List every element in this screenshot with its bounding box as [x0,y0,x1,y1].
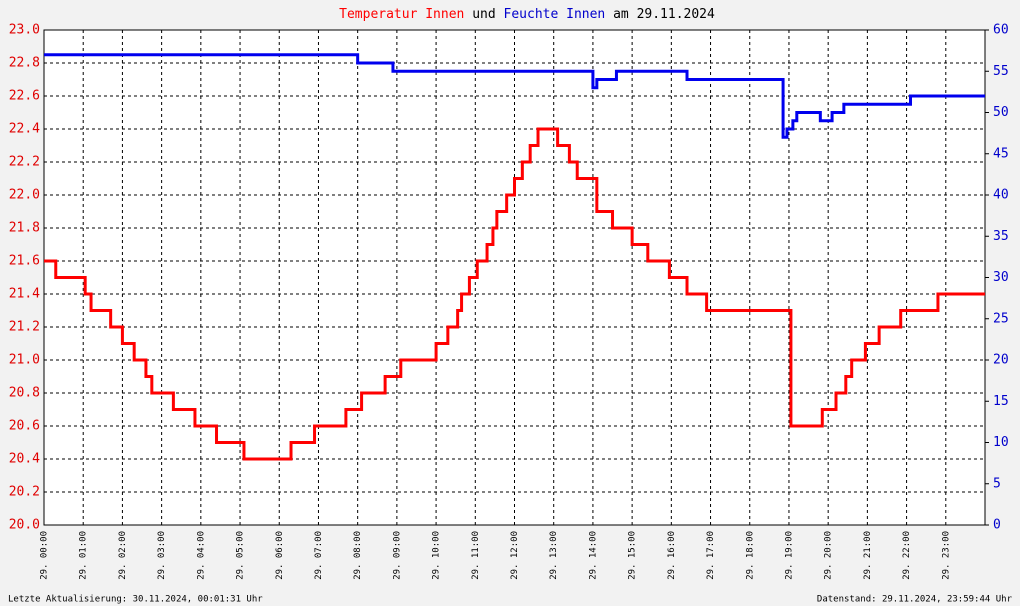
x-tick-label: 29. 20:00 [824,531,834,580]
y2-tick-label: 40 [993,188,1009,203]
x-tick-label: 29. 00:00 [40,531,50,580]
x-tick-label: 29. 09:00 [392,531,402,580]
x-tick-label: 29. 04:00 [196,531,206,580]
y-tick-label: 20.8 [9,386,40,401]
x-tick-label: 29. 01:00 [79,531,89,580]
y-tick-label: 21.4 [9,287,40,302]
y-tick-label: 21.0 [9,353,40,368]
y-tick-label: 22.4 [9,122,40,137]
x-tick-label: 29. 06:00 [275,531,285,580]
x-tick-label: 29. 23:00 [941,531,951,580]
y-tick-label: 21.6 [9,254,40,269]
data-line [44,127,985,461]
y2-tick-label: 55 [993,64,1009,79]
x-tick-label: 29. 12:00 [510,531,520,580]
y2-tick-label: 5 [993,476,1001,491]
y-tick-label: 21.8 [9,221,40,236]
y-tick-label: 22.0 [9,188,40,203]
x-tick-label: 29. 17:00 [706,531,716,580]
y-tick-label: 20.0 [9,518,40,533]
y-tick-label: 20.2 [9,485,40,500]
footer-right: Datenstand: 29.11.2024, 23:59:44 Uhr [817,595,1013,605]
y-tick-label: 22.8 [9,56,40,71]
y2-tick-label: 0 [993,518,1001,533]
data-line [44,53,985,139]
x-tick-label: 29. 19:00 [784,531,794,580]
x-tick-label: 29. 18:00 [745,531,755,580]
x-tick-label: 29. 13:00 [549,531,559,580]
title-part: Temperatur Innen [339,7,464,22]
y-tick-label: 20.6 [9,419,40,434]
y2-tick-label: 60 [993,23,1009,38]
y2-tick-label: 25 [993,311,1009,326]
y-tick-label: 23.0 [9,23,40,38]
title-part: Feuchte Innen [504,7,606,22]
x-tick-label: 29. 11:00 [471,531,481,580]
title-part: und [472,7,495,22]
y2-tick-label: 15 [993,394,1009,409]
y2-tick-label: 10 [993,435,1009,450]
x-tick-label: 29. 03:00 [157,531,167,580]
chart-title: Temperatur Innen und Feuchte Innen am 29… [339,7,715,22]
x-tick-label: 29. 21:00 [863,531,873,580]
x-tick-label: 29. 22:00 [902,531,912,580]
title-part: am 29.11.2024 [613,7,715,22]
y2-tick-label: 35 [993,229,1009,244]
x-tick-label: 29. 08:00 [353,531,363,580]
y-tick-label: 22.6 [9,89,40,104]
y2-tick-label: 30 [993,270,1009,285]
footer-left: Letzte Aktualisierung: 30.11.2024, 00:01… [8,595,263,605]
y2-tick-label: 20 [993,353,1009,368]
x-tick-label: 29. 05:00 [236,531,246,580]
y2-tick-label: 45 [993,146,1009,161]
y2-tick-label: 50 [993,105,1009,120]
x-tick-label: 29. 14:00 [588,531,598,580]
y-tick-label: 20.4 [9,452,40,467]
x-tick-label: 29. 07:00 [314,531,324,580]
x-tick-label: 29. 10:00 [432,531,442,580]
x-tick-label: 29. 16:00 [667,531,677,580]
y-tick-label: 21.2 [9,320,40,335]
x-tick-label: 29. 15:00 [628,531,638,580]
x-tick-label: 29. 02:00 [118,531,128,580]
y-tick-label: 22.2 [9,155,40,170]
